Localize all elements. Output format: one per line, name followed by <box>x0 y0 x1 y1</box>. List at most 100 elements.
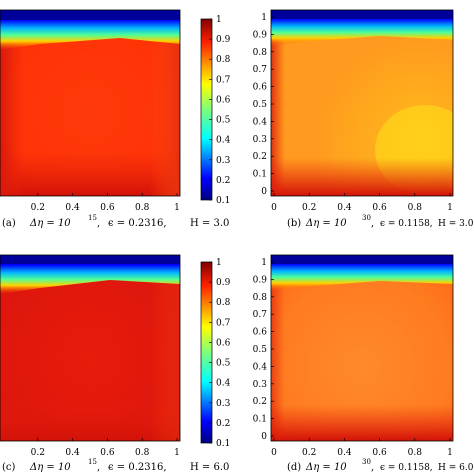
caption-b-h: H = 3.0 <box>438 219 474 229</box>
x-tick-label: 0.8 <box>135 203 150 213</box>
x-tick-label: 0.4 <box>65 448 80 458</box>
x-tick-label: 0.2 <box>302 203 316 213</box>
colorbar-tick-label: 0.4 <box>216 136 231 146</box>
caption-d: (d) Δη = 10 30 , ϵ = 0.1158, H = 6.0 <box>287 458 474 473</box>
x-tick-label: 1 <box>447 203 453 213</box>
y-tick-label: 0.2 <box>253 152 267 162</box>
caption-a: (a) Δη = 10 15 , ϵ = 0.2316, H = 3.0 <box>2 214 229 229</box>
x-ticks-a: 0.2 0.4 0.6 0.8 1 <box>31 193 180 213</box>
caption-b-comma: , <box>371 218 374 229</box>
colorbar-tick-label: 0.7 <box>216 75 231 85</box>
colorbar-tick-label: 0.2 <box>216 176 230 186</box>
x-tick-label: 0.2 <box>31 448 45 458</box>
colorbar-tick-label: 0.1 <box>216 196 230 206</box>
colorbar-tick-label: 0.8 <box>216 298 231 308</box>
caption-d-comma: , <box>371 462 374 473</box>
caption-b-eta: Δη = 10 <box>305 218 347 229</box>
y-tick-label: 0.9 <box>253 30 268 40</box>
colorbar-c-ticks: 1 0.9 0.8 0.7 0.6 0.5 0.4 0.3 0.2 0.1 <box>209 258 231 449</box>
x-tick-label: 0.6 <box>372 203 387 213</box>
colorbar-tick-label: 0.7 <box>216 318 231 328</box>
y-ticks-b: 0 0.1 0.2 0.3 0.4 0.5 0.6 0.7 0.8 0.9 1 <box>253 13 274 197</box>
colorbar-tick-label: 0.8 <box>216 55 231 65</box>
caption-a-comma: , <box>97 218 100 229</box>
y-ticks-d: 0 0.1 0.2 0.3 0.4 0.5 0.6 0.7 0.8 0.9 1 <box>253 258 274 442</box>
caption-d-h: H = 6.0 <box>438 463 474 473</box>
y-tick-label: 1 <box>261 13 267 23</box>
caption-b-tag: (b) <box>287 218 301 229</box>
caption-c-eta: Δη = 10 <box>29 462 71 473</box>
y-tick-label: 0.6 <box>253 328 268 338</box>
x-tick-label: 1 <box>174 448 180 458</box>
y-tick-label: 0 <box>261 187 267 197</box>
caption-a-eps: ϵ = 0.2316, <box>108 218 167 229</box>
panel-d: 0 0.2 0.4 0.6 0.8 1 0 0.1 0.2 0.3 0.4 0.5 0.6 0.7 0.8… <box>253 254 474 473</box>
y-tick-label: 0.8 <box>253 48 268 58</box>
x-tick-label: 0.4 <box>65 203 80 213</box>
x-ticks-b: 0 0.2 0.4 0.6 0.8 1 <box>271 193 453 213</box>
x-ticks-c: 0.2 0.4 0.6 0.8 1 <box>31 438 180 458</box>
y-tick-label: 0 <box>261 432 267 442</box>
colorbar-tick-label: 0.9 <box>216 278 231 288</box>
x-ticks-d: 0 0.2 0.4 0.6 0.8 1 <box>271 438 453 458</box>
y-tick-label: 0.7 <box>253 310 268 320</box>
colorbar-tick-label: 0.5 <box>216 116 231 126</box>
panel-b: 0 0.2 0.4 0.6 0.8 1 0 0.1 0.2 0.3 0.4 0.5 0.6 0.7 0.8… <box>253 9 474 229</box>
panel-a: 0.2 0.4 0.6 0.8 1 (a) Δη = 10 15 , ϵ = 0.231… <box>0 9 229 229</box>
y-tick-label: 1 <box>261 258 267 268</box>
caption-c-h: H = 6.0 <box>190 462 229 473</box>
y-tick-label: 0.7 <box>253 65 268 75</box>
x-tick-label: 0 <box>271 203 277 213</box>
colorbar-tick-label: 1 <box>216 258 222 268</box>
x-tick-label: 0 <box>271 448 277 458</box>
y-tick-label: 0.5 <box>253 345 268 355</box>
heatmap-b <box>271 10 453 196</box>
x-tick-label: 0.2 <box>302 448 316 458</box>
x-tick-label: 0.6 <box>100 448 115 458</box>
x-tick-label: 1 <box>447 448 453 458</box>
caption-c-exp: 15 <box>88 458 97 466</box>
x-tick-label: 0.8 <box>135 448 150 458</box>
caption-c-comma: , <box>97 462 100 473</box>
panel-c: 0.2 0.4 0.6 0.8 1 (c) Δη = 10 15 , ϵ = 0.231… <box>0 254 229 473</box>
caption-d-tag: (d) <box>287 462 301 473</box>
caption-a-eta: Δη = 10 <box>29 218 71 229</box>
caption-a-exp: 15 <box>88 214 97 222</box>
x-tick-label: 1 <box>174 203 180 213</box>
y-tick-label: 0.6 <box>253 83 268 93</box>
colorbar-tick-label: 0.2 <box>216 419 230 429</box>
colorbar-tick-label: 0.1 <box>216 439 230 449</box>
heatmap-c <box>0 255 180 441</box>
x-tick-label: 0.8 <box>408 448 423 458</box>
colorbar-tick-label: 1 <box>216 15 222 25</box>
y-tick-label: 0.1 <box>253 415 267 425</box>
colorbar-tick-label: 0.5 <box>216 359 231 369</box>
y-tick-label: 0.4 <box>253 362 268 372</box>
colorbar-a: 1 0.9 0.8 0.7 0.6 0.5 0.4 0.3 0.2 0.1 <box>200 15 231 206</box>
colorbar-tick-label: 0.4 <box>216 379 231 389</box>
y-tick-label: 0.1 <box>253 170 267 180</box>
y-tick-label: 0.3 <box>253 380 268 390</box>
heatmap-d <box>271 255 453 441</box>
y-tick-label: 0.3 <box>253 135 268 145</box>
colorbar-tick-label: 0.9 <box>216 35 231 45</box>
x-tick-label: 0.8 <box>408 203 423 213</box>
y-tick-label: 0.4 <box>253 117 268 127</box>
x-tick-label: 0.2 <box>31 203 45 213</box>
x-tick-label: 0.6 <box>372 448 387 458</box>
colorbar-tick-label: 0.3 <box>216 156 231 166</box>
y-tick-label: 0.2 <box>253 397 267 407</box>
caption-b: (b) Δη = 10 30 , ϵ = 0.1158, H = 3.0 <box>287 214 474 229</box>
caption-d-exp: 30 <box>362 458 371 466</box>
caption-c: (c) Δη = 10 15 , ϵ = 0.2316, H = 6.0 <box>2 458 229 473</box>
x-tick-label: 0.4 <box>337 448 352 458</box>
caption-d-eps: ϵ = 0.1158, <box>380 463 433 473</box>
caption-b-eps: ϵ = 0.1158, <box>380 219 433 229</box>
colorbar-tick-label: 0.6 <box>216 95 231 105</box>
y-tick-label: 0.9 <box>253 275 268 285</box>
caption-c-tag: (c) <box>2 462 16 473</box>
colorbar-tick-label: 0.3 <box>216 399 231 409</box>
caption-a-h: H = 3.0 <box>190 218 229 229</box>
heatmap-a <box>0 10 180 196</box>
